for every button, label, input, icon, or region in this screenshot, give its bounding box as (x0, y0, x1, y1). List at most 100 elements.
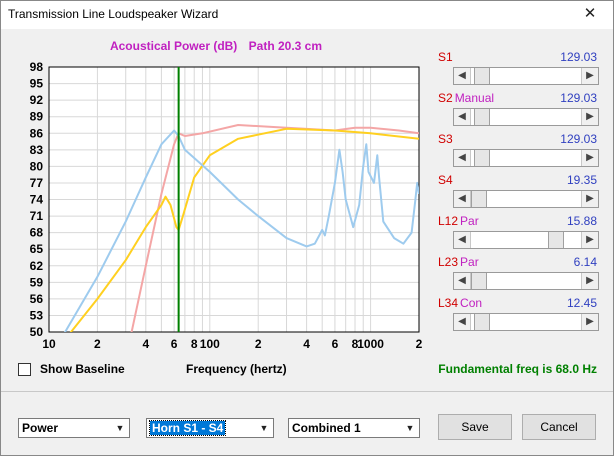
chart-title: Acoustical Power (dB) Path 20.3 cm (1, 39, 431, 53)
slider-label-l34: L34 Con (438, 296, 482, 310)
scroll-right-icon[interactable]: ▶ (581, 191, 598, 207)
slider-name: L12 (438, 214, 459, 228)
x-tick-label: 100 (200, 337, 220, 351)
y-tick-label: 86 (30, 126, 44, 140)
slider-s4[interactable]: ◀ ▶ (453, 190, 599, 208)
x-tick-label: 6 (171, 337, 178, 351)
slider-label-s4: S4 (438, 173, 453, 187)
y-tick-label: 98 (30, 60, 44, 74)
fundamental-frequency: Fundamental freq is 68.0 Hz (438, 362, 597, 376)
scroll-left-icon[interactable]: ◀ (454, 150, 471, 166)
scroll-left-icon[interactable]: ◀ (454, 68, 471, 84)
slider-thumb[interactable] (471, 191, 487, 207)
chevron-down-icon: ▼ (259, 423, 269, 433)
close-icon: ✕ (583, 5, 597, 22)
slider-name: S4 (438, 173, 453, 187)
combined-value: Combined 1 (292, 421, 361, 435)
x-tick-label: 2 (416, 337, 423, 351)
slider-mode: Par (460, 214, 479, 228)
slider-value: 19.35 (566, 173, 597, 187)
slider-value: 15.88 (566, 214, 597, 228)
save-button[interactable]: Save (438, 414, 512, 440)
y-tick-label: 68 (30, 226, 44, 240)
scroll-left-icon[interactable]: ◀ (454, 109, 471, 125)
chart-title-path: Path 20.3 cm (248, 39, 323, 53)
x-tick-label: 8 (352, 337, 359, 351)
slider-thumb[interactable] (471, 273, 487, 289)
y-tick-label: 74 (30, 193, 44, 207)
slider-thumb[interactable] (474, 109, 490, 125)
y-tick-label: 77 (30, 176, 44, 190)
x-tick-label: 10 (42, 337, 56, 351)
frequency-axis-label: Frequency (hertz) (186, 362, 287, 376)
x-tick-label: 1000 (357, 337, 384, 351)
slider-l23[interactable]: ◀ ▶ (453, 272, 599, 290)
scroll-left-icon[interactable]: ◀ (454, 273, 471, 289)
plot-frame (48, 66, 420, 333)
y-tick-label: 95 (30, 77, 44, 91)
series-line-0 (130, 124, 419, 332)
slider-s3[interactable]: ◀ ▶ (453, 149, 599, 167)
slider-label-l23: L23 Par (438, 255, 479, 269)
y-tick-label: 50 (30, 325, 44, 339)
slider-mode: Con (460, 296, 483, 310)
y-tick-label: 56 (30, 292, 44, 306)
slider-s1[interactable]: ◀ ▶ (453, 67, 599, 85)
separator (1, 391, 613, 392)
y-tick-label: 53 (30, 308, 44, 322)
slider-value: 129.03 (560, 91, 597, 105)
slider-label-s2: S2 Manual (438, 91, 494, 105)
slider-mode: Par (460, 255, 479, 269)
slider-l34[interactable]: ◀ ▶ (453, 313, 599, 331)
slider-value: 129.03 (560, 50, 597, 64)
plot-type-select[interactable]: Power ▼ (18, 418, 130, 438)
scroll-left-icon[interactable]: ◀ (454, 232, 471, 248)
slider-thumb[interactable] (474, 68, 490, 84)
scroll-right-icon[interactable]: ▶ (581, 273, 598, 289)
scroll-left-icon[interactable]: ◀ (454, 314, 471, 330)
cancel-button[interactable]: Cancel (522, 414, 596, 440)
slider-thumb[interactable] (474, 314, 490, 330)
x-tick-label: 2 (255, 337, 262, 351)
slider-value: 129.03 (560, 132, 597, 146)
slider-name: L34 (438, 296, 459, 310)
section-select[interactable]: Horn S1 - S4 ▼ (146, 418, 274, 438)
y-tick-label: 83 (30, 143, 44, 157)
scroll-left-icon[interactable]: ◀ (454, 191, 471, 207)
show-baseline-label[interactable]: Show Baseline (40, 362, 125, 376)
y-tick-label: 80 (30, 159, 44, 173)
slider-value: 6.14 (573, 255, 597, 269)
x-tick-label: 8 (191, 337, 198, 351)
slider-name: L23 (438, 255, 459, 269)
slider-name: S2 (438, 91, 453, 105)
y-tick-label: 92 (30, 93, 44, 107)
x-tick-label: 4 (303, 337, 310, 351)
scroll-right-icon[interactable]: ▶ (581, 150, 598, 166)
plot-type-value: Power (22, 421, 59, 435)
slider-label-s1: S1 (438, 50, 453, 64)
chevron-down-icon: ▼ (115, 423, 125, 433)
chart-title-label: Acoustical Power (dB) (109, 39, 238, 53)
combined-select[interactable]: Combined 1 ▼ (288, 418, 420, 438)
x-tick-label: 2 (94, 337, 101, 351)
scroll-right-icon[interactable]: ▶ (581, 314, 598, 330)
slider-name: S3 (438, 132, 453, 146)
slider-thumb[interactable] (548, 232, 564, 248)
window-title: Transmission Line Loudspeaker Wizard (8, 7, 219, 21)
slider-s2[interactable]: ◀ ▶ (453, 108, 599, 126)
title-bar: Transmission Line Loudspeaker Wizard ✕ (1, 1, 613, 29)
show-baseline-checkbox[interactable] (18, 363, 31, 376)
y-tick-label: 62 (30, 259, 44, 273)
slider-thumb[interactable] (474, 150, 490, 166)
slider-l12[interactable]: ◀ ▶ (453, 231, 599, 249)
close-button[interactable]: ✕ (567, 1, 613, 29)
scroll-right-icon[interactable]: ▶ (581, 68, 598, 84)
scroll-right-icon[interactable]: ▶ (581, 232, 598, 248)
slider-value: 12.45 (566, 296, 597, 310)
slider-label-s3: S3 (438, 132, 453, 146)
scroll-right-icon[interactable]: ▶ (581, 109, 598, 125)
chevron-down-icon: ▼ (405, 423, 415, 433)
x-tick-label: 6 (332, 337, 339, 351)
slider-name: S1 (438, 50, 453, 64)
